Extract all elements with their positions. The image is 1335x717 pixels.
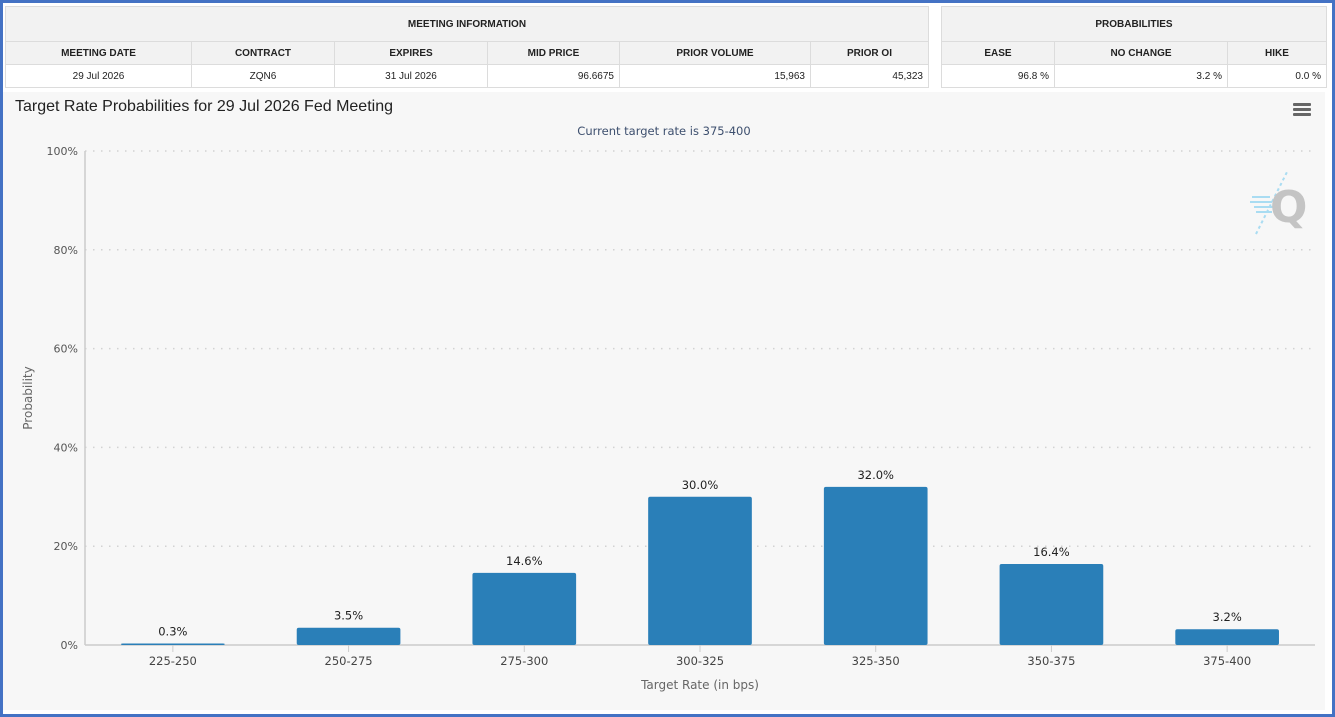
col-hike: HIKE <box>1227 41 1327 65</box>
x-tick-label: 300-325 <box>676 654 724 668</box>
chart-title: Target Rate Probabilities for 29 Jul 202… <box>15 98 393 115</box>
bar-chart: 0% 20% 40% 60% 80% 100% 0.3% 3.5% 14.6% 30.0% 32.… <box>21 145 1315 692</box>
y-tick-label: 80% <box>54 244 78 257</box>
data-label: 14.6% <box>506 554 543 568</box>
contract-value: ZQN6 <box>191 64 335 88</box>
data-label: 3.2% <box>1213 610 1242 624</box>
x-tick-label: 350-375 <box>1027 654 1075 668</box>
bar[interactable] <box>121 643 225 645</box>
no-change-value: 3.2 % <box>1054 64 1228 88</box>
y-tick-label: 0% <box>61 639 78 652</box>
x-tick-label: 250-275 <box>325 654 373 668</box>
probabilities-header: PROBABILITIES <box>941 6 1327 42</box>
col-prior-volume: PRIOR VOLUME <box>619 41 811 65</box>
meeting-information-table: MEETING INFORMATION MEETING DATE CONTRAC… <box>5 6 929 88</box>
x-axis-title: Target Rate (in bps) <box>640 678 759 692</box>
bar[interactable] <box>999 563 1104 645</box>
col-expires: EXPIRES <box>334 41 488 65</box>
expires-value: 31 Jul 2026 <box>334 64 488 88</box>
y-tick-label: 40% <box>54 441 78 454</box>
col-ease: EASE <box>941 41 1055 65</box>
x-tick-label: 375-400 <box>1203 654 1251 668</box>
data-label: 0.3% <box>158 625 187 639</box>
col-prior-oi: PRIOR OI <box>810 41 929 65</box>
x-axis-ticks: 225-250 250-275 275-300 300-325 325-350 350-3… <box>149 645 1251 668</box>
meeting-date-value: 29 Jul 2026 <box>5 64 192 88</box>
bar[interactable] <box>472 572 577 645</box>
data-label: 3.5% <box>334 609 363 623</box>
svg-text:Q: Q <box>1270 182 1307 233</box>
quikstrike-logo-icon: Q <box>1250 169 1307 235</box>
y-axis-ticks: 0% 20% 40% 60% 80% 100% <box>47 145 78 652</box>
mid-price-value: 96.6675 <box>487 64 620 88</box>
data-label: 16.4% <box>1033 545 1070 559</box>
hike-value: 0.0 % <box>1227 64 1327 88</box>
ease-value: 96.8 % <box>941 64 1055 88</box>
prior-oi-value: 45,323 <box>810 64 929 88</box>
probabilities-table: PROBABILITIES EASE NO CHANGE HIKE 96.8 %… <box>941 6 1327 88</box>
gridlines <box>85 150 1315 547</box>
x-tick-label: 225-250 <box>149 654 197 668</box>
bar[interactable] <box>823 486 928 645</box>
chart-subtitle: Current target rate is 375-400 <box>577 124 751 138</box>
table-row: 29 Jul 2026 ZQN6 31 Jul 2026 96.6675 15,… <box>5 64 929 88</box>
col-meeting-date: MEETING DATE <box>5 41 192 65</box>
bar[interactable] <box>648 496 752 645</box>
y-tick-label: 100% <box>47 145 78 158</box>
y-tick-label: 20% <box>54 540 78 553</box>
data-label: 30.0% <box>682 478 719 492</box>
col-no-change: NO CHANGE <box>1054 41 1228 65</box>
bars: 0.3% 3.5% 14.6% 30.0% 32.0% 16.4% 3.2% <box>121 468 1279 645</box>
bar[interactable] <box>1175 629 1279 645</box>
y-axis-title: Probability <box>21 366 35 429</box>
x-tick-label: 325-350 <box>852 654 900 668</box>
prior-volume-value: 15,963 <box>619 64 811 88</box>
table-row: 96.8 % 3.2 % 0.0 % <box>941 64 1327 88</box>
chart-container: 0% 20% 40% 60% 80% 100% 0.3% 3.5% 14.6% 30.0% 32.… <box>3 92 1325 710</box>
data-label: 32.0% <box>857 468 894 482</box>
y-tick-label: 60% <box>54 343 78 356</box>
col-contract: CONTRACT <box>191 41 335 65</box>
x-tick-label: 275-300 <box>500 654 548 668</box>
hamburger-menu-icon[interactable] <box>1293 103 1311 117</box>
col-mid-price: MID PRICE <box>487 41 620 65</box>
bar[interactable] <box>296 627 401 645</box>
meeting-information-header: MEETING INFORMATION <box>5 6 929 42</box>
